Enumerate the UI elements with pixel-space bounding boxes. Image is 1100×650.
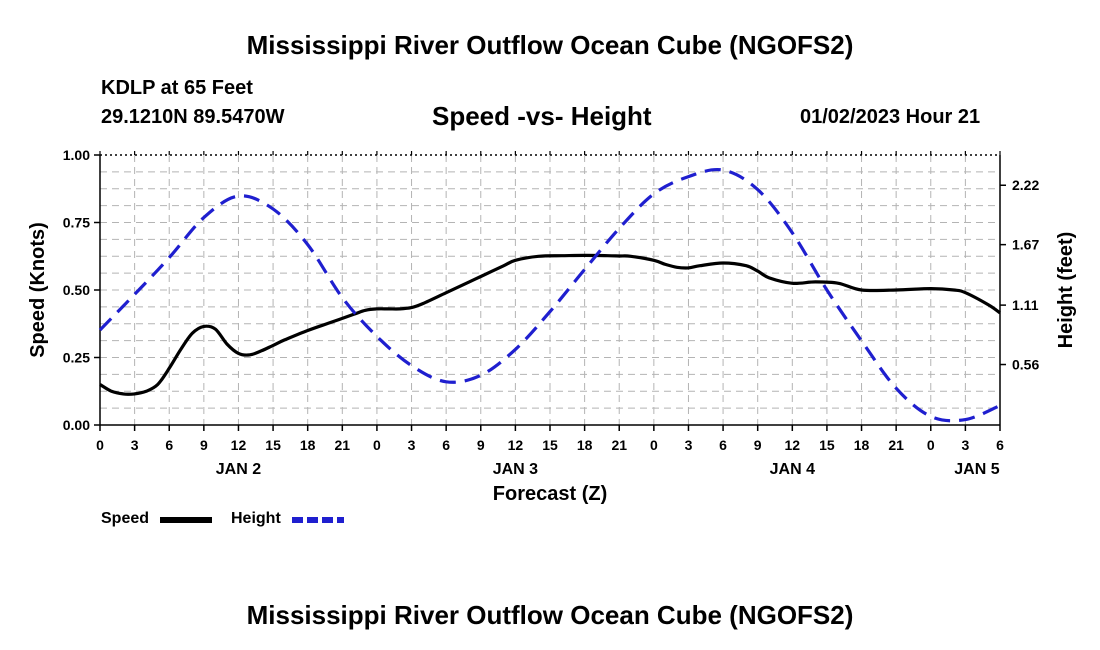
legend-speed-label: Speed — [101, 510, 150, 527]
x-tick-label: 9 — [477, 437, 485, 453]
chart-title: Mississippi River Outflow Ocean Cube (NG… — [246, 30, 854, 60]
x-tick-label: 18 — [300, 437, 316, 453]
y-left-tick-label: 0.75 — [63, 215, 90, 231]
run-time: 01/02/2023 Hour 21 — [800, 106, 981, 128]
x-tick-label: 6 — [442, 437, 450, 453]
y-left-tick-label: 1.00 — [63, 147, 90, 163]
y-left-tick-label: 0.25 — [63, 350, 90, 366]
x-day-label: JAN 5 — [954, 461, 999, 478]
x-tick-label: 21 — [611, 437, 627, 453]
x-tick-label: 12 — [785, 437, 801, 453]
y-left-tick-label: 0.50 — [63, 282, 90, 298]
x-day-label: JAN 4 — [770, 461, 815, 478]
x-tick-label: 18 — [854, 437, 870, 453]
x-tick-label: 6 — [719, 437, 727, 453]
chart-subtitle: Speed -vs- Height — [432, 101, 652, 131]
series-line-height — [98, 168, 1001, 423]
x-tick-label: 3 — [685, 437, 693, 453]
x-tick-label: 3 — [131, 437, 139, 453]
x-tick-label: 3 — [408, 437, 416, 453]
station-name: KDLP at 65 Feet — [101, 77, 253, 99]
series-line-speed — [99, 253, 1001, 396]
x-day-label: JAN 3 — [493, 461, 538, 478]
x-tick-label: 21 — [888, 437, 904, 453]
y-right-axis-title: Height (feet) — [1055, 232, 1077, 349]
x-tick-label: 6 — [996, 437, 1004, 453]
x-tick-label: 15 — [819, 437, 835, 453]
footer-title: Mississippi River Outflow Ocean Cube (NG… — [246, 600, 854, 630]
y-right-tick-label: 0.56 — [1012, 357, 1039, 373]
x-day-label: JAN 2 — [216, 461, 261, 478]
x-tick-label: 21 — [335, 437, 351, 453]
x-tick-label: 3 — [961, 437, 969, 453]
x-tick-label: 18 — [577, 437, 593, 453]
x-axis-title: Forecast (Z) — [493, 483, 607, 505]
y-right-tick-label: 1.67 — [1012, 237, 1039, 253]
y-right-tick-label: 1.11 — [1012, 297, 1039, 313]
y-left-axis-title: Speed (Knots) — [27, 222, 49, 358]
x-tick-label: 12 — [508, 437, 524, 453]
x-tick-label: 0 — [96, 437, 104, 453]
x-tick-label: 15 — [265, 437, 281, 453]
legend-height-label: Height — [231, 510, 281, 527]
x-tick-label: 15 — [542, 437, 558, 453]
x-tick-label: 0 — [373, 437, 381, 453]
x-tick-label: 0 — [927, 437, 935, 453]
x-tick-label: 12 — [231, 437, 247, 453]
y-right-tick-label: 2.22 — [1012, 177, 1039, 193]
x-tick-label: 9 — [200, 437, 208, 453]
station-coordinates: 29.1210N 89.5470W — [101, 106, 285, 128]
x-tick-label: 6 — [165, 437, 173, 453]
x-tick-label: 0 — [650, 437, 658, 453]
x-tick-label: 9 — [754, 437, 762, 453]
y-left-tick-label: 0.00 — [63, 417, 90, 433]
